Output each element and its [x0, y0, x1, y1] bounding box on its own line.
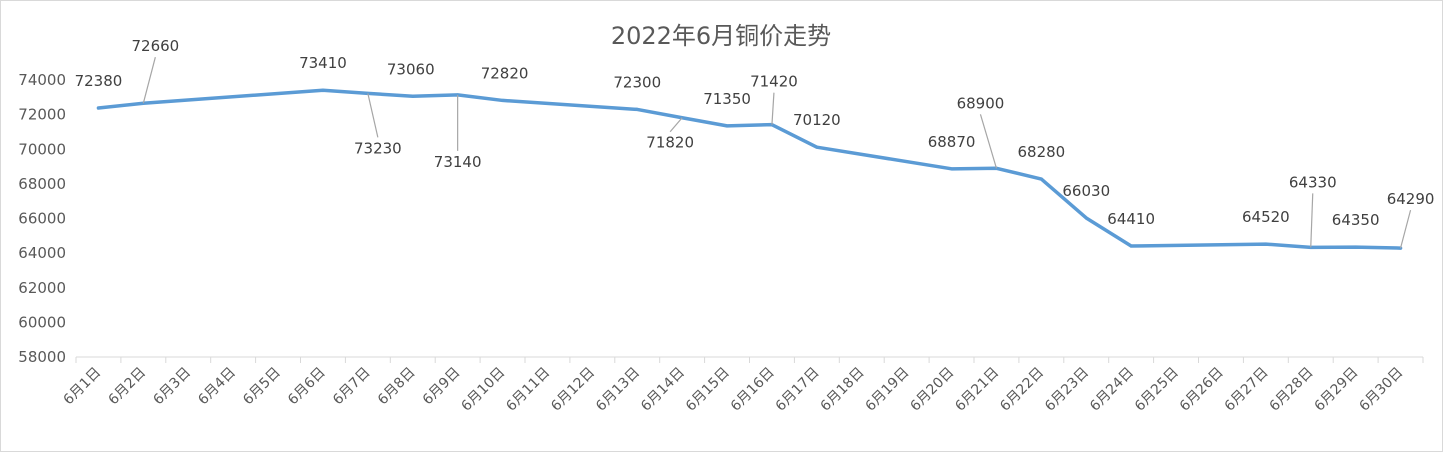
data-label: 73140 — [434, 153, 482, 171]
data-label: 68900 — [957, 94, 1005, 112]
x-tick-label: 6月18日 — [818, 365, 868, 415]
x-tick-label: 6月27日 — [1222, 365, 1272, 415]
data-label: 72660 — [131, 37, 179, 55]
data-point — [1354, 245, 1358, 249]
x-tick-label: 6月22日 — [997, 365, 1047, 415]
x-tick-label: 6月3日 — [150, 365, 194, 409]
y-tick-label: 74000 — [18, 71, 66, 89]
chart-title: 2022年6月铜价走势 — [611, 22, 831, 50]
data-point — [1129, 244, 1133, 248]
x-tick-label: 6月26日 — [1177, 365, 1227, 415]
data-label: 72380 — [75, 72, 123, 90]
leader-line — [979, 114, 998, 169]
leader-line — [1399, 209, 1412, 249]
x-tick-label: 6月28日 — [1267, 365, 1317, 415]
x-tick-label: 6月1日 — [61, 365, 105, 409]
data-label: 68870 — [928, 133, 976, 151]
data-label: 73230 — [354, 139, 402, 157]
chart-data-labels: 72380 72660 73410 73230 73060 73140 72820 72300… — [75, 37, 1435, 249]
y-tick-label: 58000 — [18, 348, 66, 366]
x-tick-label: 6月9日 — [420, 365, 464, 409]
leader-line — [669, 117, 683, 133]
y-tick-label: 66000 — [18, 210, 66, 228]
data-label: 66030 — [1062, 182, 1110, 200]
data-point — [1039, 177, 1043, 181]
x-tick-label: 6月16日 — [728, 365, 778, 415]
chart-series — [96, 88, 1403, 250]
series-line — [96, 88, 1403, 250]
data-point — [950, 167, 954, 171]
x-tick-label: 6月20日 — [907, 365, 957, 415]
data-label: 64330 — [1289, 173, 1337, 191]
leader-line — [142, 57, 156, 104]
data-point — [321, 88, 325, 92]
x-tick-label: 6月7日 — [330, 365, 374, 409]
data-label: 72820 — [481, 64, 529, 82]
x-tick-label: 6月11日 — [503, 365, 553, 415]
x-tick-label: 6月30日 — [1356, 365, 1406, 415]
y-tick-label: 72000 — [18, 106, 66, 124]
leader-line — [771, 92, 775, 125]
data-label: 64410 — [1107, 210, 1155, 228]
x-tick-label: 6月13日 — [593, 365, 643, 415]
y-tick-label: 70000 — [18, 140, 66, 158]
y-tick-label: 60000 — [18, 313, 66, 331]
x-tick-label: 6月19日 — [862, 365, 912, 415]
x-tick-label: 6月21日 — [952, 365, 1002, 415]
data-label: 71820 — [646, 134, 694, 152]
data-point — [1084, 216, 1088, 220]
leader-line — [367, 93, 379, 138]
data-point — [96, 106, 100, 110]
data-label: 71350 — [703, 90, 751, 108]
data-point — [411, 94, 415, 98]
x-tick-label: 6月17日 — [773, 365, 823, 415]
data-point — [501, 98, 505, 102]
x-tick-label: 6月6日 — [285, 365, 329, 409]
y-tick-label: 62000 — [18, 279, 66, 297]
data-label: 73060 — [387, 60, 435, 78]
data-label: 64520 — [1242, 208, 1290, 226]
x-tick-label: 6月25日 — [1132, 365, 1182, 415]
y-tick-label: 68000 — [18, 175, 66, 193]
data-label: 68280 — [1017, 143, 1065, 161]
x-tick-label: 6月5日 — [240, 365, 284, 409]
x-tick-label: 6月23日 — [1042, 365, 1092, 415]
data-label: 64290 — [1387, 190, 1435, 208]
leader-line — [1310, 193, 1314, 248]
y-tick-label: 64000 — [18, 244, 66, 262]
x-tick-label: 6月8日 — [375, 365, 419, 409]
x-tick-label: 6月12日 — [548, 365, 598, 415]
x-tick-label: 6月2日 — [105, 365, 149, 409]
data-point — [635, 107, 639, 111]
x-tick-label: 6月24日 — [1087, 365, 1137, 415]
data-label: 70120 — [793, 111, 841, 129]
x-tick-label: 6月14日 — [638, 365, 688, 415]
x-tick-label: 6月10日 — [458, 365, 508, 415]
chart-axes: 58000 60000 62000 64000 66000 68000 70000 72000… — [18, 71, 1424, 415]
data-point — [815, 145, 819, 149]
data-label: 64350 — [1332, 211, 1380, 229]
data-label: 73410 — [299, 54, 347, 72]
data-label: 72300 — [613, 73, 661, 91]
x-tick-label: 6月29日 — [1311, 365, 1361, 415]
data-point — [1264, 242, 1268, 246]
x-tick-label: 6月4日 — [195, 365, 239, 409]
data-label: 71420 — [750, 73, 798, 91]
x-tick-label: 6月15日 — [683, 365, 733, 415]
data-point — [725, 124, 729, 128]
